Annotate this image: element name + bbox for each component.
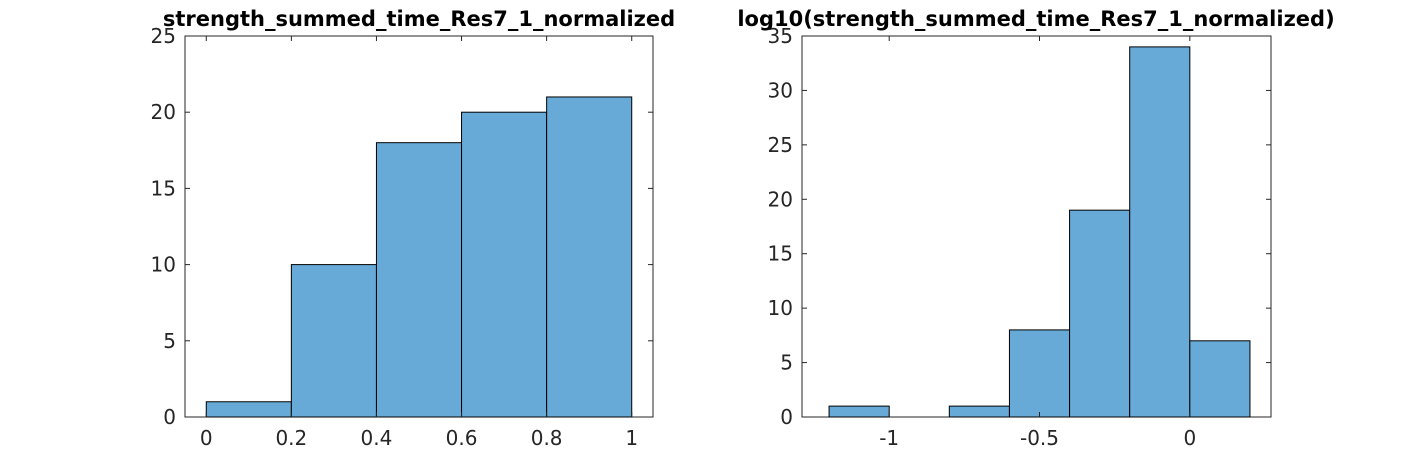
x-tick-label: 0	[200, 426, 213, 450]
x-tick-label: 0.8	[531, 426, 563, 450]
y-tick-label: 35	[768, 24, 793, 48]
y-tick-label: 0	[163, 405, 176, 429]
x-tick-label: 0	[1183, 426, 1196, 450]
y-tick-label: 0	[780, 405, 793, 429]
y-tick-label: 10	[768, 296, 793, 320]
x-tick-label: 0.2	[275, 426, 307, 450]
histogram-panel-log10: -1 -0.5 0 0 5 10 15 20 25 30 35 log10(strength_sum…	[737, 7, 1334, 450]
histogram-bar	[1129, 46, 1191, 418]
histogram-bar	[290, 264, 377, 418]
x-tick-label: 1	[625, 426, 638, 450]
histogram-bar	[948, 405, 1010, 418]
y-tick-label: 15	[768, 242, 793, 266]
x-tick-label: -0.5	[1020, 426, 1059, 450]
histogram-bar	[1069, 209, 1131, 418]
bars-group	[205, 96, 633, 418]
histogram-bar	[461, 111, 548, 418]
y-tick-label: 20	[768, 187, 793, 211]
histogram-bar	[205, 401, 292, 418]
y-tick-label: 5	[163, 329, 176, 353]
histogram-bar	[1008, 329, 1071, 418]
y-tick-label: 20	[151, 100, 176, 124]
histogram-bar	[375, 142, 463, 418]
y-tick-label: 30	[768, 78, 793, 102]
ticks-group: -1 -0.5 0 0 5 10 15 20 25 30 35	[768, 24, 1271, 450]
chart-title: strength_summed_time_Res7_1_normalized	[163, 7, 675, 31]
y-tick-label: 25	[768, 133, 793, 157]
histogram-bar	[1189, 340, 1251, 418]
x-tick-label: -1	[879, 426, 899, 450]
y-tick-label: 5	[780, 351, 793, 375]
x-tick-label: 0.4	[361, 426, 393, 450]
chart-title: log10(strength_summed_time_Res7_1_normal…	[737, 7, 1334, 31]
x-tick-label: 0.6	[446, 426, 478, 450]
histogram-bar	[546, 96, 633, 418]
histogram-bar	[828, 405, 890, 418]
y-tick-label: 15	[151, 176, 176, 200]
y-tick-label: 25	[151, 24, 176, 48]
bars-group	[828, 46, 1251, 418]
y-tick-label: 10	[151, 253, 176, 277]
